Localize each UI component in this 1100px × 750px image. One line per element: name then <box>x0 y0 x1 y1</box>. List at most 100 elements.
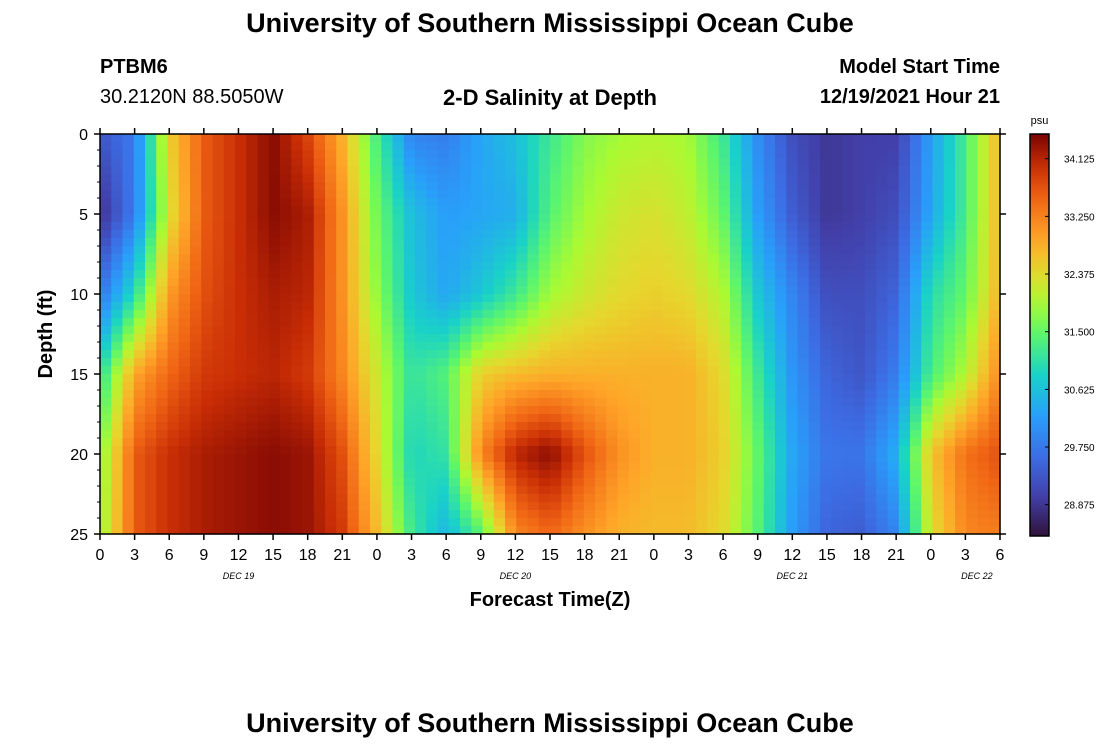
heatmap-cell <box>392 326 405 335</box>
heatmap-cell <box>617 158 630 167</box>
heatmap-cell <box>223 214 236 223</box>
heatmap-cell <box>628 358 641 367</box>
heatmap-cell <box>100 182 112 191</box>
heatmap-cell <box>291 518 304 527</box>
heatmap-cell <box>167 414 180 423</box>
heatmap-cell <box>628 222 641 231</box>
heatmap-cell <box>302 526 315 535</box>
heatmap-cell <box>167 278 180 287</box>
heatmap-cell <box>730 486 742 495</box>
heatmap-cell <box>876 310 889 319</box>
heatmap-cell <box>257 198 270 207</box>
heatmap-cell <box>583 342 596 351</box>
heatmap-cell <box>448 294 461 303</box>
heatmap-cell <box>257 374 270 383</box>
heatmap-cell <box>111 238 124 247</box>
heatmap-cell <box>516 382 529 391</box>
heatmap-cell <box>640 358 652 367</box>
heatmap-cell <box>291 134 304 143</box>
heatmap-cell <box>358 254 371 263</box>
heatmap-cell <box>538 174 551 183</box>
heatmap-cell <box>516 422 529 431</box>
heatmap-cell <box>977 254 990 263</box>
heatmap-cell <box>955 238 967 247</box>
heatmap-cell <box>291 190 304 199</box>
heatmap-cell <box>133 134 146 143</box>
colorbar-tick-label: 31.500 <box>1064 328 1095 339</box>
heatmap-cell <box>898 150 911 159</box>
heatmap-cell <box>752 174 765 183</box>
heatmap-cell <box>718 350 731 359</box>
heatmap-cell <box>505 158 517 167</box>
heatmap-cell <box>910 398 922 407</box>
heatmap-cell <box>167 150 180 159</box>
heatmap-cell <box>651 302 664 311</box>
heatmap-cell <box>223 478 236 487</box>
station-id: PTBM6 <box>100 56 168 78</box>
heatmap-cell <box>662 294 675 303</box>
heatmap-cell <box>313 166 326 175</box>
heatmap-cell <box>921 134 934 143</box>
heatmap-cell <box>145 278 157 287</box>
heatmap-cell <box>291 238 304 247</box>
heatmap-cell <box>561 438 574 447</box>
heatmap-cell <box>583 358 596 367</box>
heatmap-cell <box>392 470 405 479</box>
heatmap-cell <box>268 350 281 359</box>
heatmap-cell <box>595 454 607 463</box>
heatmap-cell <box>786 254 799 263</box>
heatmap-cell <box>763 390 776 399</box>
heatmap-cell <box>190 254 202 263</box>
heatmap-cell <box>235 526 247 535</box>
heatmap-cell <box>662 246 675 255</box>
heatmap-cell <box>628 382 641 391</box>
heatmap-cell <box>898 382 911 391</box>
heatmap-cell <box>347 518 360 527</box>
heatmap-cell <box>572 262 585 271</box>
heatmap-cell <box>842 334 855 343</box>
heatmap-cell <box>786 438 799 447</box>
heatmap-cell <box>775 142 787 151</box>
heatmap-cell <box>381 238 394 247</box>
heatmap-cell <box>797 142 810 151</box>
heatmap-cell <box>167 230 180 239</box>
heatmap-cell <box>820 206 832 215</box>
heatmap-cell <box>853 462 866 471</box>
heatmap-cell <box>730 190 742 199</box>
heatmap-cell <box>538 262 551 271</box>
heatmap-cell <box>336 486 349 495</box>
heatmap-cell <box>347 214 360 223</box>
heatmap-cell <box>617 198 630 207</box>
heatmap-cell <box>100 526 112 535</box>
heatmap-cell <box>865 134 877 143</box>
heatmap-cell <box>156 358 169 367</box>
heatmap-cell <box>280 254 292 263</box>
heatmap-cell <box>977 422 990 431</box>
heatmap-cell <box>955 294 967 303</box>
heatmap-cell <box>797 230 810 239</box>
heatmap-cell <box>403 310 416 319</box>
heatmap-cell <box>786 462 799 471</box>
heatmap-cell <box>122 238 135 247</box>
heatmap-cell <box>538 470 551 479</box>
heatmap-cell <box>595 150 607 159</box>
heatmap-cell <box>876 510 889 519</box>
heatmap-cell <box>370 526 382 535</box>
heatmap-cell <box>111 486 124 495</box>
heatmap-cell <box>426 198 439 207</box>
heatmap-cell <box>392 526 405 535</box>
heatmap-cell <box>190 278 202 287</box>
heatmap-cell <box>235 486 247 495</box>
heatmap-cell <box>820 438 832 447</box>
heatmap-cell <box>133 478 146 487</box>
heatmap-cell <box>910 238 922 247</box>
heatmap-cell <box>876 454 889 463</box>
heatmap-cell <box>527 182 540 191</box>
heatmap-cell <box>786 414 799 423</box>
heatmap-cell <box>910 254 922 263</box>
heatmap-cell <box>336 374 349 383</box>
heatmap-cell <box>718 326 731 335</box>
heatmap-cell <box>685 278 697 287</box>
heatmap-cell <box>640 158 652 167</box>
heatmap-cell <box>482 430 495 439</box>
